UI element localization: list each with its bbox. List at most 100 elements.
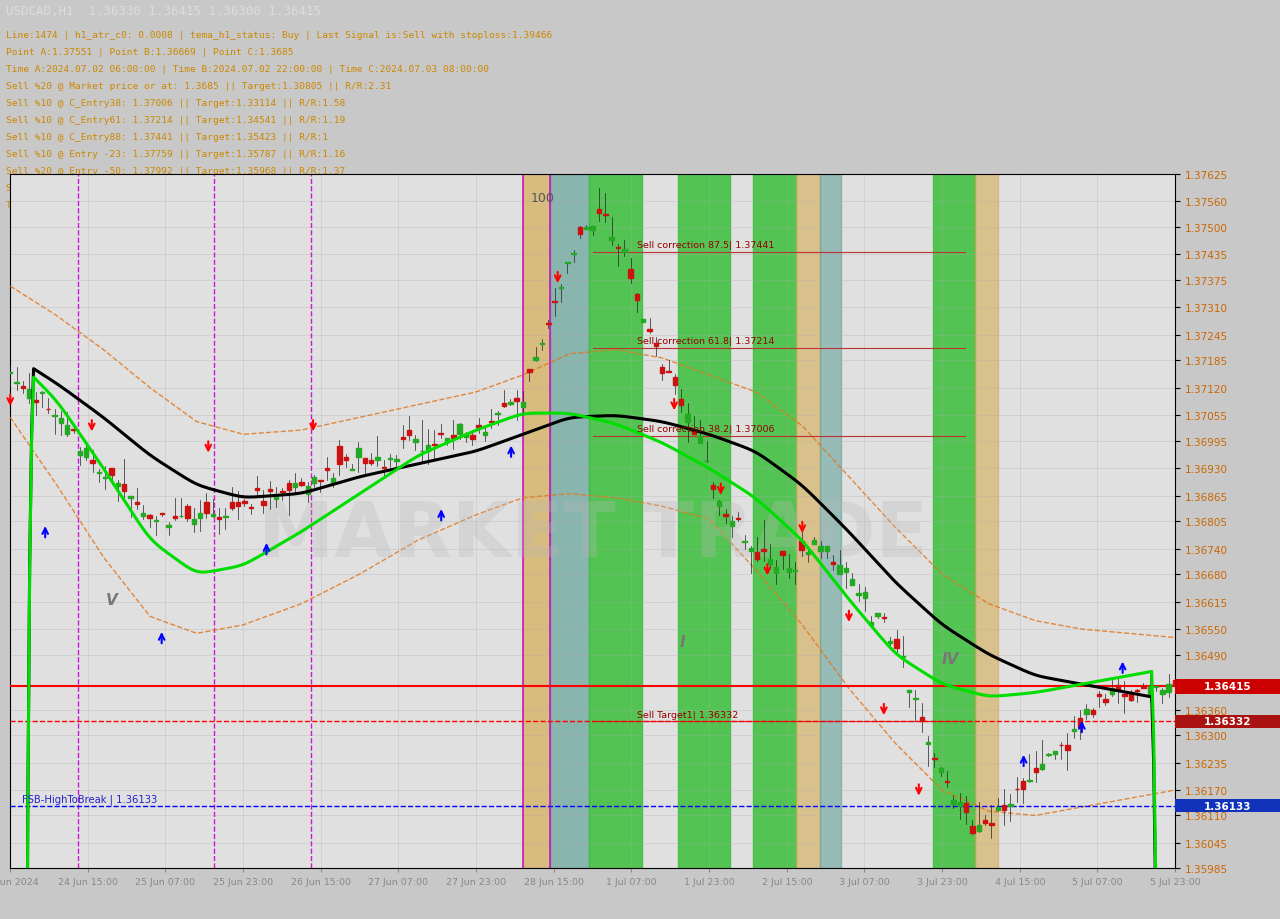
Bar	[717, 502, 722, 506]
Text: Sell %20 @ Entry -88: 1.38332 || Target:1.36332 || R/R:1.76: Sell %20 @ Entry -88: 1.38332 || Target:…	[6, 184, 346, 193]
Bar	[622, 250, 626, 253]
Text: Sell correction 61.8| 1.37214: Sell correction 61.8| 1.37214	[637, 336, 774, 346]
Bar	[710, 486, 716, 489]
Bar	[882, 617, 886, 618]
Bar	[515, 398, 518, 401]
Text: Sell %20 @ Market price or at: 1.3685 || Target:1.30805 || R/R:2.31: Sell %20 @ Market price or at: 1.3685 ||…	[6, 82, 392, 91]
Bar	[787, 569, 791, 573]
Bar	[128, 497, 133, 498]
Bar	[1172, 680, 1178, 685]
Bar	[856, 594, 860, 596]
Bar	[216, 517, 221, 520]
Bar	[762, 550, 765, 551]
Bar	[268, 489, 273, 491]
Bar	[476, 425, 481, 427]
Bar	[799, 541, 804, 550]
Bar	[375, 457, 380, 460]
Bar	[754, 175, 796, 868]
Bar	[850, 580, 855, 585]
Bar	[571, 254, 576, 255]
Bar	[913, 698, 918, 699]
Bar	[680, 399, 684, 405]
Bar	[356, 448, 361, 458]
Bar	[1103, 699, 1107, 702]
Bar	[1078, 719, 1083, 727]
Text: 1.36415: 1.36415	[1203, 682, 1252, 691]
Bar	[134, 503, 140, 505]
Bar	[654, 344, 658, 346]
Bar	[1123, 694, 1126, 697]
Bar	[590, 227, 595, 231]
Bar	[685, 414, 690, 423]
Bar	[457, 425, 462, 434]
Bar	[160, 513, 164, 515]
Text: Sell %20 @ Entry -50: 1.37992 || Target:1.35968 || R/R:1.37: Sell %20 @ Entry -50: 1.37992 || Target:…	[6, 166, 346, 176]
Text: Sell %10 @ Entry -23: 1.37759 || Target:1.35787 || R/R:1.16: Sell %10 @ Entry -23: 1.37759 || Target:…	[6, 150, 346, 159]
Bar	[287, 483, 291, 490]
Bar	[964, 803, 969, 811]
Bar	[774, 567, 778, 573]
Bar	[673, 377, 677, 386]
Bar	[1147, 686, 1152, 694]
Bar	[749, 549, 753, 551]
Bar	[1039, 764, 1044, 769]
Bar	[957, 801, 963, 806]
Bar	[677, 175, 730, 868]
Bar	[1009, 803, 1012, 806]
Bar	[869, 622, 873, 626]
Bar	[641, 320, 645, 323]
Bar	[844, 569, 849, 573]
Bar	[248, 507, 253, 508]
Bar	[78, 452, 82, 455]
Text: Target100: 1.35968 || Target 161: 1.35423 || Target 261: 1.34541 || Target 423: : Target100: 1.35968 || Target 161: 1.3542…	[6, 200, 639, 210]
Bar	[154, 520, 157, 522]
Bar	[1166, 685, 1171, 693]
Bar	[470, 435, 475, 439]
Bar	[293, 483, 297, 488]
Bar	[1135, 690, 1139, 692]
Bar	[330, 479, 335, 483]
Bar	[628, 270, 632, 278]
Bar	[223, 516, 228, 517]
Bar	[876, 614, 879, 617]
Text: 1.36332: 1.36332	[1203, 717, 1252, 727]
Bar	[527, 370, 531, 373]
Bar	[1129, 692, 1133, 700]
Bar	[362, 459, 367, 464]
Bar	[236, 503, 241, 506]
Bar	[52, 415, 56, 417]
Bar	[445, 439, 449, 442]
Bar	[300, 482, 303, 486]
Bar	[84, 448, 88, 458]
Bar	[14, 382, 19, 383]
Bar	[1110, 688, 1114, 695]
Bar	[198, 514, 202, 518]
Bar	[109, 469, 114, 475]
Bar	[242, 502, 247, 503]
Bar	[908, 690, 911, 692]
Bar	[609, 237, 614, 241]
Bar	[547, 323, 550, 324]
Bar	[549, 175, 589, 868]
Bar	[1084, 709, 1088, 714]
Text: USDCAD,H1  1.36330 1.36415 1.36300 1.36415: USDCAD,H1 1.36330 1.36415 1.36300 1.3641…	[6, 6, 321, 18]
Bar	[141, 514, 146, 516]
Bar	[33, 401, 38, 403]
Bar	[805, 552, 810, 554]
Bar	[559, 288, 563, 289]
Bar	[989, 823, 993, 825]
Bar	[502, 403, 506, 407]
Bar	[1175, 800, 1280, 812]
Bar	[91, 460, 95, 463]
Bar	[1033, 768, 1038, 772]
Bar	[349, 469, 355, 471]
Bar	[337, 447, 342, 465]
Bar	[824, 547, 829, 551]
Bar	[895, 639, 899, 649]
Bar	[945, 781, 950, 783]
Bar	[925, 743, 931, 744]
Bar	[147, 516, 152, 518]
Bar	[521, 403, 525, 408]
Bar	[1065, 745, 1070, 750]
Bar	[888, 641, 892, 643]
